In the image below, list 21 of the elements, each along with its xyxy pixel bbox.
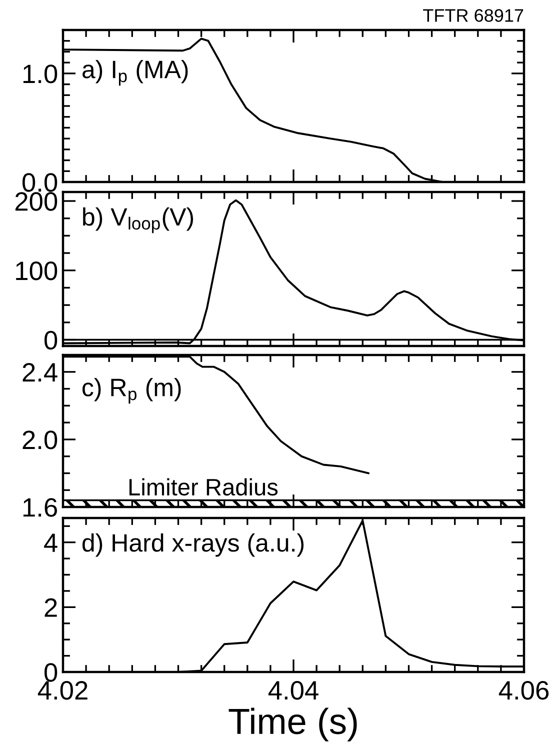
y-tick-label: 4 [44, 534, 58, 552]
y-tick-label: 1.6 [23, 498, 57, 517]
y-tick-label: 2.4 [22, 363, 58, 382]
chart-title: TFTR 68917 [423, 9, 524, 22]
band-label: Limiter Radius [129, 478, 278, 496]
x-tick-label: 4.06 [498, 681, 549, 700]
y-tick-label: 100 [16, 262, 58, 280]
y-tick-label: 0.0 [22, 173, 58, 192]
y-tick-label: 1.0 [23, 64, 58, 84]
x-axis-title: Time (s) [228, 708, 357, 742]
x-tick-label: 4.02 [38, 681, 88, 700]
y-tick-label: 0 [44, 330, 58, 350]
y-tick-label: 2 [44, 598, 57, 617]
annotation: c) R$_{p}$ (m) [82, 378, 181, 404]
annotation: b) V$_{loop}$(V) [83, 207, 194, 234]
annotation: d) Hard x-rays (a.u.) [82, 533, 304, 557]
annotation: a) I$_{p}$ (MA) [82, 60, 188, 86]
y-tick-label: 200 [15, 192, 58, 211]
y-tick-label: 2.0 [22, 430, 58, 450]
y-tick-label: 0 [44, 663, 58, 682]
x-tick-label: 4.04 [268, 681, 318, 700]
